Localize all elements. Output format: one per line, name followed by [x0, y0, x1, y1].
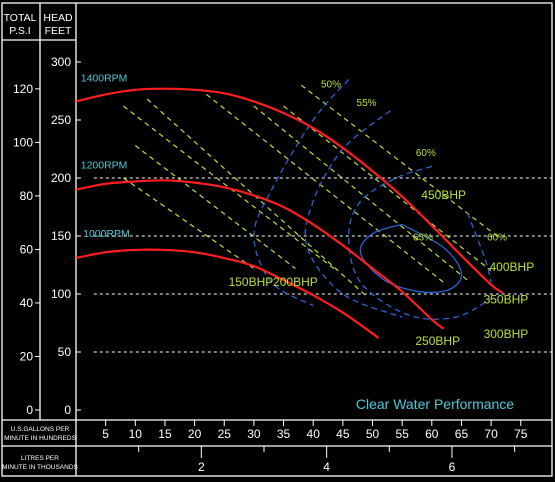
- psi-tick-label: 120: [13, 82, 33, 96]
- efficiency-label: 50%: [321, 80, 341, 91]
- feet-tick-label: 100: [51, 287, 71, 301]
- gpm-axis-label-line2: MINUTE IN HUNDREDS: [4, 435, 77, 442]
- bhp-line-4: [206, 94, 445, 283]
- gpm-tick-label: 35: [277, 427, 291, 441]
- rpm-label: 1400RPM: [81, 73, 128, 85]
- bhp-label: 250BHP: [415, 334, 460, 348]
- header-total: TOTAL: [4, 12, 37, 24]
- gpm-tick-label: 40: [307, 427, 321, 441]
- bhp-label: 300BHP: [484, 327, 529, 341]
- bhp-label: 450BHP: [421, 188, 466, 202]
- lpm-tick-label: 2: [198, 460, 205, 474]
- lpm-tick-label: 6: [449, 460, 456, 474]
- efficiency-contour-55: [304, 110, 403, 318]
- gpm-tick-label: 60: [425, 427, 439, 441]
- feet-tick-label: 300: [51, 55, 71, 69]
- rpm-label: 1000RPM: [83, 228, 130, 240]
- bhp-label: 400BHP: [490, 260, 535, 274]
- gpm-tick-label: 10: [129, 427, 143, 441]
- psi-tick-label: 0: [26, 403, 33, 417]
- psi-tick-label: 40: [20, 296, 34, 310]
- gpm-tick-label: 45: [336, 427, 350, 441]
- lpm-tick-label: 4: [323, 460, 330, 474]
- bhp-line-3: [146, 98, 367, 297]
- bhp-line-0: [123, 177, 255, 269]
- efficiency-label: 63%: [413, 233, 433, 244]
- efficiency-label: 60%: [487, 233, 507, 244]
- gpm-tick-label: 15: [158, 427, 172, 441]
- bhp-lines: [123, 84, 498, 297]
- gpm-tick-label: 65: [455, 427, 469, 441]
- efficiency-label: 60%: [416, 148, 436, 159]
- feet-tick-label: 50: [58, 345, 72, 359]
- efficiency-contours: [253, 78, 492, 320]
- gpm-tick-label: 70: [484, 427, 498, 441]
- gpm-tick-label: 30: [247, 427, 261, 441]
- efficiency-label: 55%: [357, 98, 377, 109]
- efficiency-contour-60b: [466, 212, 492, 283]
- head-curve-1400rpm: [75, 87, 504, 294]
- header-feet: FEET: [45, 25, 72, 37]
- header-head: HEAD: [43, 12, 73, 24]
- bhp-label: 200BHP: [273, 275, 318, 289]
- efficiency-contour-50: [253, 78, 350, 307]
- lpm-axis-label-line1: LITRES PER: [21, 455, 59, 462]
- gpm-tick-label: 50: [366, 427, 380, 441]
- feet-tick-label: 0: [64, 403, 71, 417]
- feet-tick-label: 250: [51, 113, 71, 127]
- bhp-line-1: [134, 145, 296, 269]
- bhp-line-6: [283, 105, 492, 272]
- grid: [93, 177, 552, 353]
- head-curves: [75, 87, 504, 339]
- psi-tick-label: 60: [20, 242, 34, 256]
- gpm-tick-label: 55: [395, 427, 409, 441]
- gpm-tick-label: 20: [188, 427, 202, 441]
- psi-tick-label: 80: [20, 189, 34, 203]
- feet-tick-label: 150: [51, 229, 71, 243]
- chart-title: Clear Water Performance: [356, 396, 514, 412]
- bhp-label: 350BHP: [484, 292, 529, 306]
- gpm-tick-label: 75: [514, 427, 528, 441]
- bhp-line-5: [253, 105, 468, 281]
- psi-tick-label: 20: [20, 349, 34, 363]
- efficiency-contour-60: [348, 165, 492, 320]
- bhp-label: 150BHP: [229, 275, 274, 289]
- gpm-tick-label: 5: [102, 427, 109, 441]
- head-curve-1000rpm: [75, 248, 380, 339]
- feet-tick-label: 200: [51, 171, 71, 185]
- head-curve-1200rpm: [75, 179, 445, 330]
- psi-tick-label: 100: [13, 135, 33, 149]
- gpm-tick-label: 25: [218, 427, 232, 441]
- gpm-axis-label-line1: U.S.GALLONS PER: [11, 426, 70, 433]
- lpm-axis-label-line2: MINUTE IN THOUSANDS: [2, 464, 78, 471]
- annotations: 1400RPM 1200RPM 1000RPM 150BHP 200BHP 250BHP 3…: [81, 73, 534, 348]
- efficiency-contour-63: [359, 223, 463, 294]
- rpm-label: 1200RPM: [81, 160, 128, 172]
- header-psi: P.S.I: [9, 25, 30, 37]
